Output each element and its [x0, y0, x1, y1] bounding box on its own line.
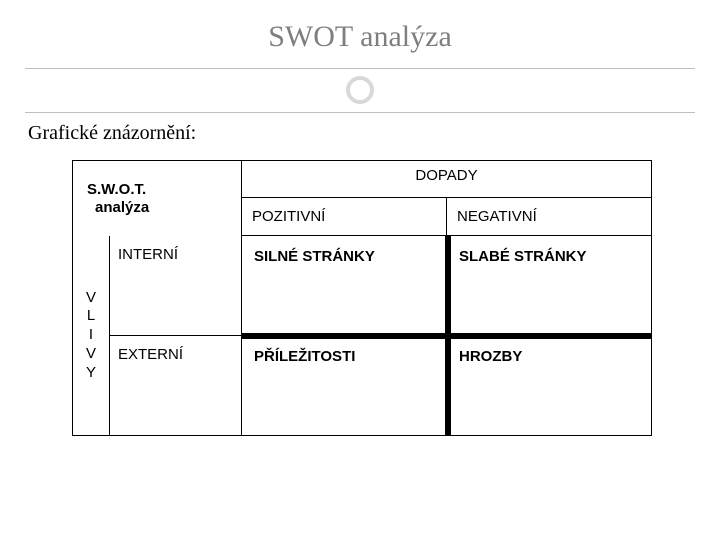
quadrant-weaknesses: SLABÉ STRÁNKY	[447, 236, 652, 336]
col-header-positive: POZITIVNÍ	[242, 198, 447, 236]
col-header-negative: NEGATIVNÍ	[447, 198, 652, 236]
corner-label-line2: analýza	[87, 199, 149, 216]
vlivy-letter: I	[89, 326, 93, 345]
subtitle: Grafické znázornění:	[28, 122, 196, 145]
corner-cell: S.W.O.T. analýza	[72, 160, 242, 236]
corner-label-line1: S.W.O.T.	[87, 181, 146, 198]
vlivy-letter: V	[86, 345, 96, 364]
thick-cross-horizontal	[242, 333, 652, 339]
vlivy-letter: L	[87, 307, 95, 326]
row-group-header: V L I V Y	[72, 236, 110, 436]
quadrant-threats: HROZBY	[447, 336, 652, 436]
slide: SWOT analýza Grafické znázornění: S.W.O.…	[0, 0, 720, 540]
quadrant-strengths: SILNÉ STRÁNKY	[242, 236, 447, 336]
row-header-external: EXTERNÍ	[110, 336, 242, 436]
divider-top	[25, 68, 695, 69]
vlivy-letter: V	[86, 289, 96, 308]
divider-bottom	[25, 112, 695, 113]
quadrant-opportunities: PŘÍLEŽITOSTI	[242, 336, 447, 436]
swot-diagram: S.W.O.T. analýza DOPADY POZITIVNÍ NEGATI…	[72, 160, 652, 436]
row-header-internal: INTERNÍ	[110, 236, 242, 336]
header-row: S.W.O.T. analýza DOPADY POZITIVNÍ NEGATI…	[72, 160, 652, 236]
vlivy-letter: Y	[86, 364, 96, 383]
title-ornament-circle	[346, 76, 374, 104]
page-title: SWOT analýza	[25, 20, 695, 54]
col-group-header: DOPADY	[242, 160, 652, 198]
